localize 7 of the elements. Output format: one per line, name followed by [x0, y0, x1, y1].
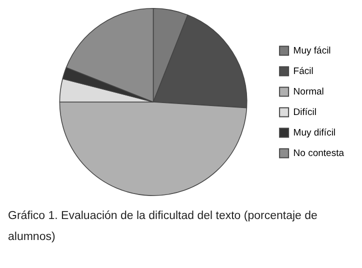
legend-label: Fácil — [293, 66, 314, 77]
legend-label: Muy fácil — [293, 45, 331, 56]
legend-label: Difícil — [293, 106, 317, 118]
legend-label: Muy difícil — [293, 127, 336, 138]
text: Gráfico 1. Evaluación de la dificultad del texto (porcentaje de alumnos) — [8, 209, 318, 245]
legend-label: No contesta — [293, 148, 345, 159]
legend-label: Normal — [293, 86, 324, 98]
